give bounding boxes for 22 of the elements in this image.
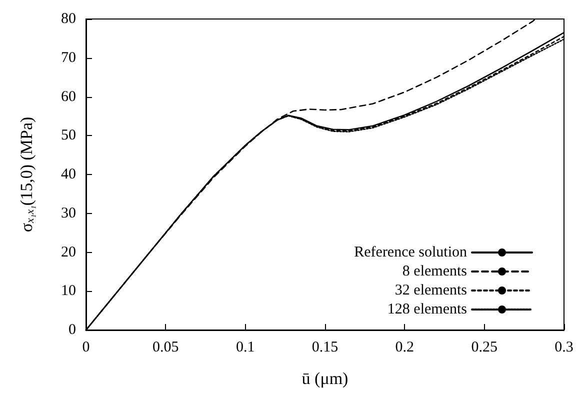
y-tick-label: 30 [61, 205, 76, 222]
x-tick-label: 0.05 [152, 340, 179, 356]
y-tick-label: 0 [68, 322, 76, 338]
y-tick-label: 80 [61, 11, 76, 27]
y-tick-label: 20 [61, 244, 76, 260]
x-tick-label: 0.3 [554, 340, 574, 356]
legend-label: Reference solution [354, 244, 468, 260]
x-tick-label: 0.25 [471, 340, 498, 356]
y-tick-label: 40 [61, 166, 76, 182]
x-axis-title: ū (μm) [302, 369, 348, 388]
x-tick-label: 0.1 [236, 340, 255, 356]
legend-label: 128 elements [387, 302, 468, 318]
x-tick-label: 0 [82, 340, 90, 356]
legend-label: 32 elements [394, 282, 468, 298]
legend-label: 8 elements [402, 264, 468, 280]
y-axis-title: σx₁x₁(15,0) (MPa) [17, 116, 36, 232]
x-tick-label: 0.2 [395, 340, 414, 356]
y-tick-label: 60 [61, 88, 76, 105]
y-tick-label: 50 [61, 128, 76, 144]
y-tick-label: 10 [61, 283, 76, 300]
y-tick-label: 70 [61, 50, 76, 66]
x-tick-label: 0.15 [312, 340, 338, 356]
